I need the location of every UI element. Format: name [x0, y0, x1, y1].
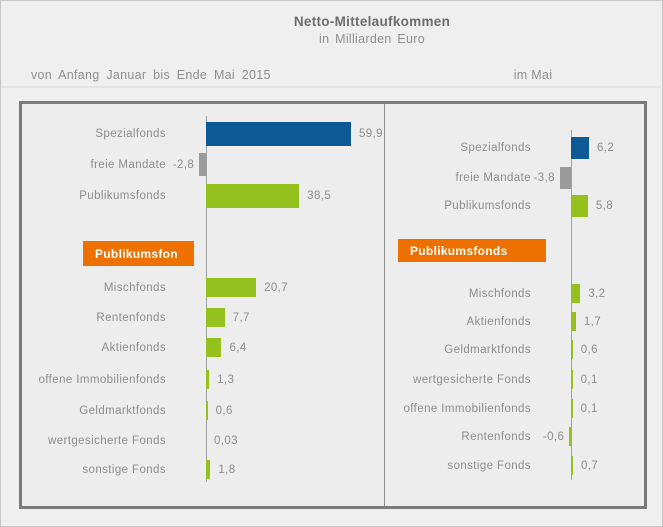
panel-may: Spezialfonds 6,2 freie Mandate -3,8 Publ…	[385, 104, 643, 506]
bar-label: Publikumsfonds	[444, 200, 531, 212]
chart-frame: Spezialfonds 59,9 freie Mandate -2,8 Pub…	[19, 101, 647, 509]
bar-row: Spezialfonds 6,2	[385, 137, 643, 159]
bar-value: 0,1	[580, 402, 598, 415]
bar-value: 59,9	[358, 128, 383, 140]
left-panel-period-label: von Anfang Januar bis Ende Mai 2015	[31, 68, 271, 82]
bar-value: 1,7	[583, 315, 602, 328]
bar-row: freie Mandate -2,8	[22, 153, 384, 176]
bar	[206, 278, 257, 297]
bar-row: Publikumsfonds 38,5	[22, 184, 384, 208]
bar-label: Rentenfonds	[461, 430, 531, 443]
bar-row: offene Immobilienfonds 0,1	[385, 399, 643, 418]
header-divider	[1, 86, 663, 88]
publikumsfonds-callout: Publikumsfon	[83, 241, 194, 266]
bar-label: sonstige Fonds	[82, 463, 166, 476]
bar-row: sonstige Fonds 0,7	[385, 456, 643, 475]
bar-row: Aktienfonds 1,7	[385, 312, 643, 331]
bar-label: freie Mandate	[90, 158, 166, 171]
bar-value: 0,6	[215, 404, 233, 417]
bar	[571, 456, 574, 475]
bar-label: Geldmarktfonds	[444, 343, 531, 356]
bar-value: 5,8	[595, 200, 613, 212]
bar-label: offene Immobilienfonds	[38, 373, 166, 386]
bar-row: Geldmarktfonds 0,6	[385, 340, 643, 359]
bar-row: offene Immobilienfonds 1,3	[22, 370, 384, 389]
bar	[569, 427, 571, 446]
chart-title-block: Netto-Mittelaufkommen in Milliarden Euro	[294, 14, 450, 46]
bar-label: Mischfonds	[103, 281, 166, 294]
bar-value: 0,6	[580, 343, 598, 356]
page-subtitle: in Milliarden Euro	[319, 32, 425, 46]
bar-row: Publikumsfonds 5,8	[385, 195, 643, 217]
bar-label: Aktienfonds	[101, 341, 166, 354]
bar-label: wertgesicherte Fonds	[413, 373, 531, 386]
zero-axis-line	[571, 130, 572, 480]
bar-value: 38,5	[307, 190, 332, 202]
bar-label: wertgesicherte Fonds	[48, 434, 166, 447]
bar	[206, 460, 211, 479]
bar-value: 7,7	[232, 311, 250, 324]
bar	[199, 153, 206, 176]
bar-row: sonstige Fonds 1,8	[22, 460, 384, 479]
bar-label: Spezialfonds	[460, 142, 531, 154]
bar	[206, 370, 210, 389]
bar-label: Aktienfonds	[466, 315, 531, 328]
bar	[206, 338, 222, 357]
bar-row: Spezialfonds 59,9	[22, 122, 384, 146]
bar	[559, 167, 571, 189]
bar	[571, 137, 589, 159]
bar-label: sonstige Fonds	[447, 459, 531, 472]
bar-value: 0,1	[580, 373, 598, 386]
bar-row: Aktienfonds 6,4	[22, 338, 384, 357]
bar	[571, 284, 581, 303]
bar-value: -2,8	[172, 158, 195, 171]
bar-row: wertgesicherte Fonds 0,1	[385, 370, 643, 389]
bar-value: -3,8	[533, 172, 555, 184]
bar	[571, 370, 573, 389]
bar-row: Mischfonds 20,7	[22, 278, 384, 297]
bar-row: Geldmarktfonds 0,6	[22, 401, 384, 420]
zero-axis-line	[206, 116, 207, 482]
bar-label: freie Mandate	[455, 172, 531, 184]
bar	[206, 184, 300, 208]
bar-value: 3,2	[588, 287, 606, 300]
bar-value: 1,3	[217, 373, 235, 386]
bar-label: Spezialfonds	[95, 128, 166, 140]
bar	[571, 312, 576, 331]
bar	[206, 308, 225, 327]
bar-value: 0,7	[581, 459, 599, 472]
bar	[571, 399, 573, 418]
bar-label: offene Immobilienfonds	[403, 402, 531, 415]
bar-label: Mischfonds	[468, 287, 531, 300]
panel-divider	[384, 104, 385, 506]
page-title: Netto-Mittelaufkommen	[293, 14, 451, 29]
bar-value: 0,03	[214, 434, 238, 447]
bar-value: -0,6	[542, 430, 565, 443]
bar-row: Rentenfonds -0,6	[385, 427, 643, 446]
right-panel-period-label: im Mai	[513, 68, 553, 82]
bar	[206, 401, 208, 420]
bar	[571, 340, 573, 359]
bar-value: 1,8	[218, 463, 236, 476]
publikumsfonds-callout: Publikumsfonds	[398, 239, 546, 262]
bar-label: Publikumsfonds	[79, 190, 166, 202]
bar-row: freie Mandate -3,8	[385, 167, 643, 189]
bar-value: 6,2	[596, 142, 615, 154]
bar-value: 20,7	[264, 281, 289, 294]
bar-row: wertgesicherte Fonds 0,03	[22, 431, 384, 450]
panel-year-to-date: Spezialfonds 59,9 freie Mandate -2,8 Pub…	[22, 104, 384, 506]
bar-row: Mischfonds 3,2	[385, 284, 643, 303]
bar-label: Rentenfonds	[96, 311, 166, 324]
bar-label: Geldmarktfonds	[79, 404, 166, 417]
bar-row: Rentenfonds 7,7	[22, 308, 384, 327]
bar	[571, 195, 588, 217]
bar	[206, 122, 351, 146]
bar-value: 6,4	[229, 341, 247, 354]
